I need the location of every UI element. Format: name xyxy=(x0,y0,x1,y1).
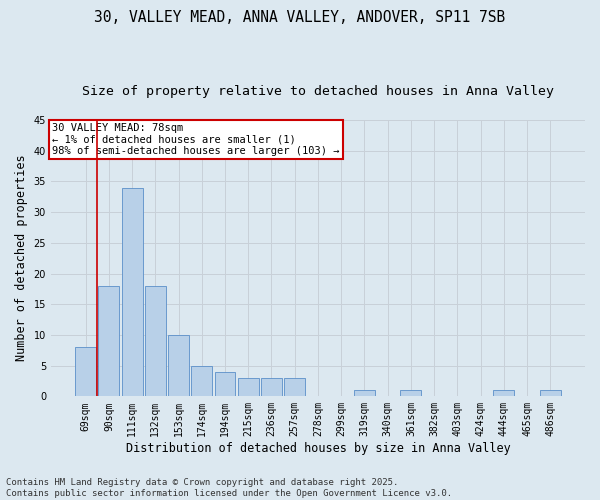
Bar xyxy=(122,188,143,396)
Text: 30 VALLEY MEAD: 78sqm
← 1% of detached houses are smaller (1)
98% of semi-detach: 30 VALLEY MEAD: 78sqm ← 1% of detached h… xyxy=(52,123,340,156)
Bar xyxy=(191,366,212,396)
Bar xyxy=(238,378,259,396)
Bar xyxy=(400,390,421,396)
Bar xyxy=(493,390,514,396)
Bar xyxy=(215,372,235,396)
Bar xyxy=(284,378,305,396)
Bar xyxy=(168,335,189,396)
Bar xyxy=(540,390,561,396)
Bar xyxy=(145,286,166,397)
Title: Size of property relative to detached houses in Anna Valley: Size of property relative to detached ho… xyxy=(82,85,554,98)
Bar xyxy=(98,286,119,397)
X-axis label: Distribution of detached houses by size in Anna Valley: Distribution of detached houses by size … xyxy=(125,442,511,455)
Y-axis label: Number of detached properties: Number of detached properties xyxy=(15,155,28,362)
Bar xyxy=(261,378,282,396)
Text: 30, VALLEY MEAD, ANNA VALLEY, ANDOVER, SP11 7SB: 30, VALLEY MEAD, ANNA VALLEY, ANDOVER, S… xyxy=(94,10,506,25)
Text: Contains HM Land Registry data © Crown copyright and database right 2025.
Contai: Contains HM Land Registry data © Crown c… xyxy=(6,478,452,498)
Bar xyxy=(75,347,96,397)
Bar xyxy=(354,390,375,396)
